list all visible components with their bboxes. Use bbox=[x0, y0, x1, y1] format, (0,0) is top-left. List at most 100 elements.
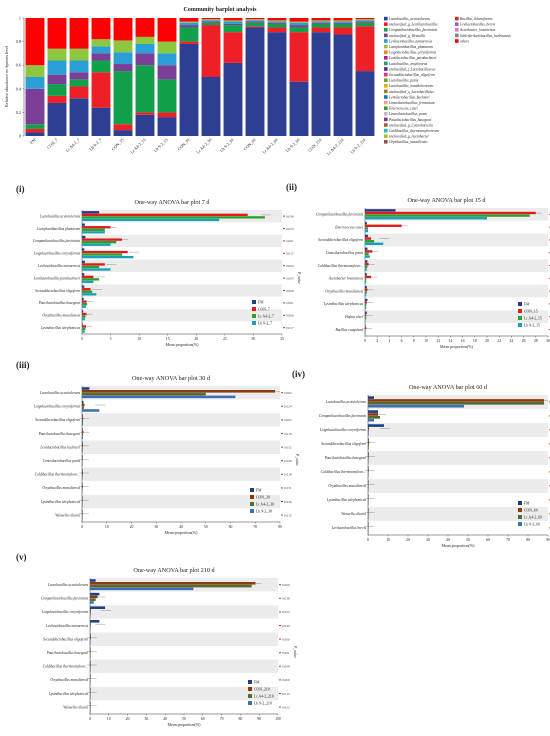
anova-bar bbox=[82, 403, 85, 407]
anova-bar bbox=[82, 290, 93, 293]
anova-bar bbox=[368, 430, 369, 433]
anova-x-tick-label: 30 bbox=[145, 717, 149, 721]
stacked-bar-segment bbox=[245, 19, 265, 21]
p-value-label: 0.022 bbox=[282, 610, 290, 614]
p-value-label: 0.017 bbox=[286, 326, 294, 330]
top-legend-entry: Oryzibacillus_massiliensis bbox=[389, 140, 428, 144]
top-legend-entry: Levilactobacillus_namurensis bbox=[388, 39, 433, 43]
anova-x-tick-label: 0 bbox=[367, 538, 369, 542]
p-value-marker bbox=[283, 215, 285, 217]
stacked-bar-segment bbox=[333, 22, 353, 24]
stacked-bar-segment bbox=[157, 79, 177, 113]
p-value-marker bbox=[283, 240, 285, 242]
anova-bar bbox=[365, 214, 530, 217]
anova-bar bbox=[90, 595, 98, 599]
stacked-bar-segment bbox=[91, 53, 111, 61]
anova-legend-swatch bbox=[248, 680, 252, 684]
stacked-bar-segment bbox=[311, 18, 331, 21]
top-legend-swatch bbox=[384, 56, 388, 60]
anova-x-tick-label: 35 bbox=[280, 337, 284, 341]
stacked-bar-segment bbox=[179, 22, 199, 26]
top-legend-entry: Caldibacillus_thermoamylovorans bbox=[389, 129, 440, 133]
anova-legend-entry: Lr A4-2_15 bbox=[524, 317, 542, 321]
stacked-bar-segment bbox=[69, 98, 89, 136]
stacked-bar-segment bbox=[201, 19, 221, 21]
p-value-label: 0.003 bbox=[286, 276, 294, 280]
anova-bar bbox=[90, 682, 91, 686]
top-legend-entry: Lactobacillus_amylovorus bbox=[388, 62, 428, 66]
anova-x-tick-label: 18 bbox=[473, 339, 477, 343]
anova-x-tick-label: 26 bbox=[522, 339, 526, 343]
anova-bar bbox=[82, 288, 91, 291]
top-x-tick-label: CON_15 bbox=[110, 137, 124, 151]
anova-category-label: Lysinibacillus telephonicus bbox=[40, 326, 81, 330]
row-band bbox=[365, 284, 548, 298]
stacked-bar-segment bbox=[157, 41, 177, 54]
anova-bar bbox=[368, 438, 369, 441]
anova-bar bbox=[82, 327, 86, 331]
anova-category-label: Companilactobacillus farciminis bbox=[33, 239, 81, 243]
p-value-marker bbox=[279, 665, 281, 667]
p-value-marker bbox=[281, 514, 283, 516]
stacked-bar-segment bbox=[201, 77, 221, 136]
anova-bar bbox=[90, 579, 96, 582]
row-band bbox=[82, 399, 280, 414]
top-y-tick-label: 1 bbox=[19, 16, 21, 21]
p-value-marker bbox=[281, 419, 283, 421]
anova-x-tick-label: 14 bbox=[449, 339, 453, 343]
anova-x-tick-label: 0 bbox=[81, 337, 83, 341]
stacked-bar-segment bbox=[47, 102, 67, 136]
anova-bar bbox=[365, 268, 367, 271]
top-legend-swatch bbox=[384, 100, 388, 105]
top-x-tick-label: Lb 9-2_60 bbox=[285, 137, 301, 153]
anova-x-tick-label: 50 bbox=[466, 538, 470, 542]
anova-category-label: Hafnia alvei bbox=[344, 315, 363, 319]
row-band bbox=[82, 309, 282, 322]
anova-category-label: Caldibacillus thermoamylovo... bbox=[35, 473, 80, 477]
anova-bar bbox=[368, 494, 369, 497]
anova-category-label: Caldibacillus thermoamylovo... bbox=[43, 665, 88, 669]
row-band bbox=[368, 493, 548, 507]
anova-bar bbox=[368, 427, 369, 430]
anova-category-label: Loigolactobacillus coryniformis bbox=[33, 405, 81, 409]
anova-bar bbox=[365, 211, 536, 215]
anova-bar bbox=[82, 303, 88, 306]
anova-bar bbox=[368, 396, 374, 399]
stacked-bar-segment bbox=[333, 20, 353, 22]
stacked-bar-segment bbox=[91, 39, 111, 47]
anova-bar bbox=[90, 652, 91, 656]
anova-bar bbox=[90, 669, 91, 672]
anova-legend-swatch bbox=[518, 302, 522, 306]
anova-bar bbox=[82, 406, 84, 409]
anova-category-label: Lactobacillus acetotolerans bbox=[39, 391, 81, 395]
stacked-bar-segment bbox=[135, 36, 155, 44]
anova-x-tick-label: 20 bbox=[485, 339, 489, 343]
stacked-bar-segment bbox=[25, 128, 45, 133]
anova-bar bbox=[82, 428, 83, 431]
stacked-bar-segment bbox=[135, 112, 155, 115]
anova-bar bbox=[82, 504, 83, 507]
top-legend-swatch bbox=[455, 39, 459, 43]
anova-category-label: Lysinibacillus telephonicus bbox=[48, 692, 89, 696]
top-legend-swatch bbox=[384, 61, 388, 66]
p-value-marker bbox=[279, 597, 281, 599]
anova-x-tick-label: 20 bbox=[406, 538, 410, 542]
anova-x-tick-label: 40 bbox=[163, 717, 167, 721]
anova-bar bbox=[82, 477, 83, 480]
anova-x-tick-label: 70 bbox=[220, 717, 224, 721]
top-y-tick-label: 0.4 bbox=[16, 86, 22, 91]
stacked-bar-segment bbox=[201, 25, 221, 77]
anova-bar bbox=[82, 238, 122, 241]
anova-title: One-way ANOVA bar plot 15 d bbox=[407, 197, 486, 204]
anova-x-tick-label: 50 bbox=[182, 717, 186, 721]
p-value-label: 0.031 bbox=[284, 486, 292, 490]
anova-bar bbox=[90, 633, 91, 637]
top-legend-entry: Lactiplantibacillus_plantarum bbox=[388, 45, 433, 49]
top-legend-entry: Lentilactobacillus_parabuchneri bbox=[388, 56, 436, 60]
anova-bar bbox=[365, 273, 367, 276]
stacked-bar-segment bbox=[289, 22, 309, 26]
anova-category-label: Weissella cibaria bbox=[63, 705, 88, 709]
stacked-bar-segment bbox=[289, 21, 309, 23]
stacked-bar-segment bbox=[223, 25, 243, 33]
anova-bar bbox=[365, 281, 367, 284]
